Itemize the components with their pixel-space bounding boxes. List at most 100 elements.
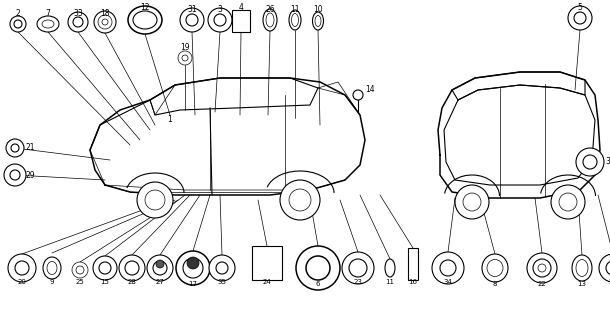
- Circle shape: [576, 148, 604, 176]
- Text: 2: 2: [16, 9, 20, 18]
- Ellipse shape: [133, 11, 157, 29]
- Circle shape: [186, 14, 198, 26]
- Circle shape: [176, 251, 210, 285]
- Circle shape: [289, 189, 311, 211]
- Text: 14: 14: [365, 85, 375, 94]
- Text: 31: 31: [187, 4, 197, 13]
- Circle shape: [10, 16, 26, 32]
- Text: 35: 35: [218, 279, 226, 285]
- Circle shape: [125, 261, 139, 275]
- Text: 16: 16: [409, 279, 417, 285]
- Circle shape: [6, 139, 24, 157]
- Text: 4: 4: [239, 4, 243, 12]
- Circle shape: [68, 12, 88, 32]
- Circle shape: [145, 190, 165, 210]
- Circle shape: [98, 15, 112, 29]
- Text: 11: 11: [290, 4, 300, 13]
- Circle shape: [153, 261, 167, 275]
- Text: 26: 26: [265, 4, 275, 13]
- Circle shape: [72, 262, 88, 278]
- Text: 18: 18: [100, 9, 110, 18]
- Text: 3: 3: [218, 4, 223, 13]
- Circle shape: [76, 266, 84, 274]
- Circle shape: [216, 262, 228, 274]
- Circle shape: [209, 255, 235, 281]
- Circle shape: [180, 8, 204, 32]
- Text: 34: 34: [443, 279, 453, 285]
- Ellipse shape: [263, 9, 277, 31]
- Circle shape: [93, 256, 117, 280]
- Text: 19: 19: [180, 43, 190, 52]
- Circle shape: [94, 11, 116, 33]
- Circle shape: [187, 257, 199, 269]
- Text: 27: 27: [156, 279, 165, 285]
- Ellipse shape: [37, 16, 59, 32]
- Circle shape: [353, 90, 363, 100]
- Text: 10: 10: [313, 4, 323, 13]
- Ellipse shape: [572, 255, 592, 281]
- Circle shape: [102, 19, 108, 25]
- Circle shape: [349, 259, 367, 277]
- Ellipse shape: [128, 6, 162, 34]
- Circle shape: [4, 164, 26, 186]
- Circle shape: [568, 6, 592, 30]
- Text: 1: 1: [168, 116, 173, 124]
- Bar: [232, 10, 250, 32]
- Text: 20: 20: [18, 279, 26, 285]
- Circle shape: [14, 20, 22, 28]
- Text: 15: 15: [101, 279, 109, 285]
- Text: 23: 23: [354, 279, 362, 285]
- Bar: [408, 248, 418, 280]
- Text: 5: 5: [578, 4, 583, 12]
- Ellipse shape: [292, 13, 298, 27]
- Ellipse shape: [482, 254, 508, 282]
- Circle shape: [10, 170, 20, 180]
- Circle shape: [11, 144, 19, 152]
- Ellipse shape: [47, 261, 57, 275]
- Circle shape: [538, 264, 546, 272]
- Circle shape: [99, 262, 111, 274]
- Text: 8: 8: [493, 281, 497, 287]
- Text: 7: 7: [46, 9, 51, 18]
- Ellipse shape: [385, 259, 395, 277]
- Circle shape: [119, 255, 145, 281]
- Circle shape: [137, 182, 173, 218]
- Bar: [252, 246, 282, 280]
- Circle shape: [182, 55, 188, 61]
- Ellipse shape: [312, 12, 323, 30]
- Circle shape: [178, 51, 192, 65]
- Text: 22: 22: [537, 281, 547, 287]
- Circle shape: [15, 261, 29, 275]
- Circle shape: [147, 255, 173, 281]
- Circle shape: [208, 8, 232, 32]
- Ellipse shape: [289, 10, 301, 30]
- Circle shape: [156, 260, 164, 268]
- Circle shape: [183, 258, 203, 278]
- Text: 6: 6: [316, 281, 320, 287]
- Circle shape: [463, 193, 481, 211]
- Text: 24: 24: [263, 279, 271, 285]
- Text: 30: 30: [605, 157, 610, 166]
- Ellipse shape: [266, 13, 274, 27]
- Ellipse shape: [487, 260, 503, 276]
- Circle shape: [342, 252, 374, 284]
- Circle shape: [559, 193, 577, 211]
- Circle shape: [574, 12, 586, 24]
- Text: 17: 17: [188, 281, 198, 287]
- Text: 11: 11: [386, 279, 395, 285]
- Circle shape: [214, 14, 226, 26]
- Circle shape: [440, 260, 456, 276]
- Text: 13: 13: [578, 281, 586, 287]
- Text: 25: 25: [76, 279, 84, 285]
- Circle shape: [73, 17, 83, 27]
- Circle shape: [606, 261, 610, 275]
- Text: 29: 29: [25, 171, 35, 180]
- Circle shape: [455, 185, 489, 219]
- Circle shape: [533, 259, 551, 277]
- Circle shape: [583, 155, 597, 169]
- Ellipse shape: [43, 257, 61, 279]
- Circle shape: [280, 180, 320, 220]
- Text: 21: 21: [25, 143, 35, 153]
- Ellipse shape: [42, 20, 54, 28]
- Circle shape: [599, 254, 610, 282]
